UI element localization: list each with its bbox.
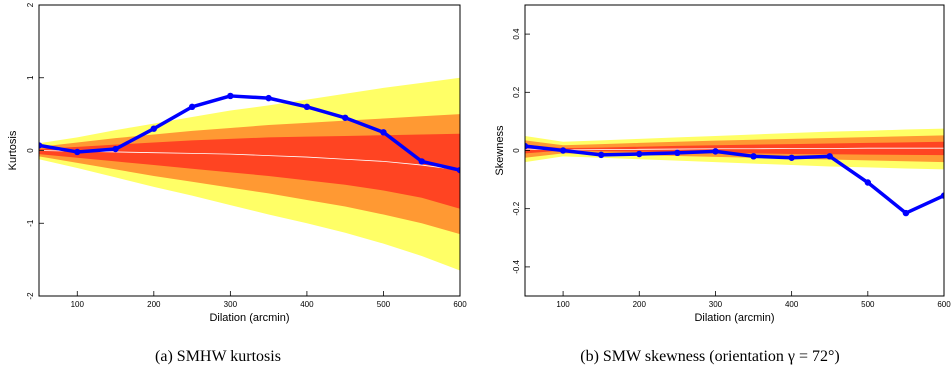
- y-tick-label: 0.4: [512, 28, 521, 40]
- x-tick-label: 300: [224, 300, 238, 309]
- x-tick-label: 200: [147, 300, 161, 309]
- panel-skewness: 100 200 300 400 500 600 -0.4 -0.2 0 0.2 0.4 Dilatio…: [494, 4, 951, 365]
- data-point: [456, 166, 460, 174]
- x-tick-label: 600: [937, 300, 951, 309]
- data-point: [188, 103, 196, 111]
- data-point: [940, 192, 944, 199]
- data-point: [418, 158, 425, 165]
- y-tick-label: 0: [512, 148, 521, 153]
- panel-caption: (b) SMW skewness (orientation γ = 72°): [580, 348, 840, 365]
- panel-kurtosis: 100 200 300 400 500 600 -2 -1 0 1 2 Dilation (arcmi…: [7, 2, 467, 365]
- x-tick-label: 100: [71, 300, 85, 309]
- data-point: [112, 145, 119, 153]
- mean-line: [39, 150, 460, 171]
- x-tick-label: 500: [377, 300, 391, 309]
- panel-caption: (a) SMHW kurtosis: [155, 348, 281, 365]
- data-point: [74, 148, 81, 156]
- data-point: [380, 129, 387, 136]
- x-tick-label: 200: [633, 300, 647, 309]
- x-tick-label: 500: [861, 300, 875, 309]
- data-line: [39, 94, 460, 172]
- data-point: [303, 103, 311, 111]
- data-point: [674, 149, 681, 157]
- data-point: [750, 153, 757, 160]
- data-point: [902, 209, 910, 217]
- data-point: [227, 92, 234, 100]
- data-line: [525, 144, 944, 215]
- y-tick-label: 0.2: [512, 86, 521, 98]
- data-point: [265, 94, 272, 102]
- x-tick-label: 600: [453, 300, 467, 309]
- data-point: [636, 150, 643, 158]
- data-point: [39, 142, 43, 149]
- plot-area: [39, 77, 460, 271]
- y-tick-label: 2: [26, 2, 35, 7]
- y-tick-label: -0.4: [512, 259, 521, 273]
- x-axis-title: Dilation (arcmin): [209, 312, 289, 324]
- x-tick-label: 300: [709, 300, 723, 309]
- data-point: [559, 147, 567, 154]
- plot-area: [525, 128, 944, 217]
- x-tick-label: 400: [785, 300, 799, 309]
- x-axis-title: Dilation (arcmin): [694, 312, 774, 324]
- y-tick-label: -1: [26, 219, 35, 227]
- y-tick-label: -2: [26, 292, 35, 300]
- y-axis-title: Skewness: [494, 125, 506, 176]
- x-tick-label: 400: [300, 300, 314, 309]
- data-point: [341, 114, 349, 121]
- data-point: [864, 179, 872, 186]
- data-point: [150, 125, 158, 132]
- y-tick-label: 0: [26, 148, 35, 153]
- y-tick-label: -0.2: [512, 201, 521, 215]
- data-point: [525, 142, 529, 150]
- data-point: [788, 154, 795, 161]
- mean-line: [525, 147, 944, 151]
- x-tick-label: 100: [556, 300, 570, 309]
- y-axis-title: Kurtosis: [7, 130, 19, 170]
- y-tick-label: 1: [26, 75, 35, 80]
- data-point: [597, 151, 605, 159]
- data-point: [826, 153, 833, 160]
- data-point: [712, 148, 719, 155]
